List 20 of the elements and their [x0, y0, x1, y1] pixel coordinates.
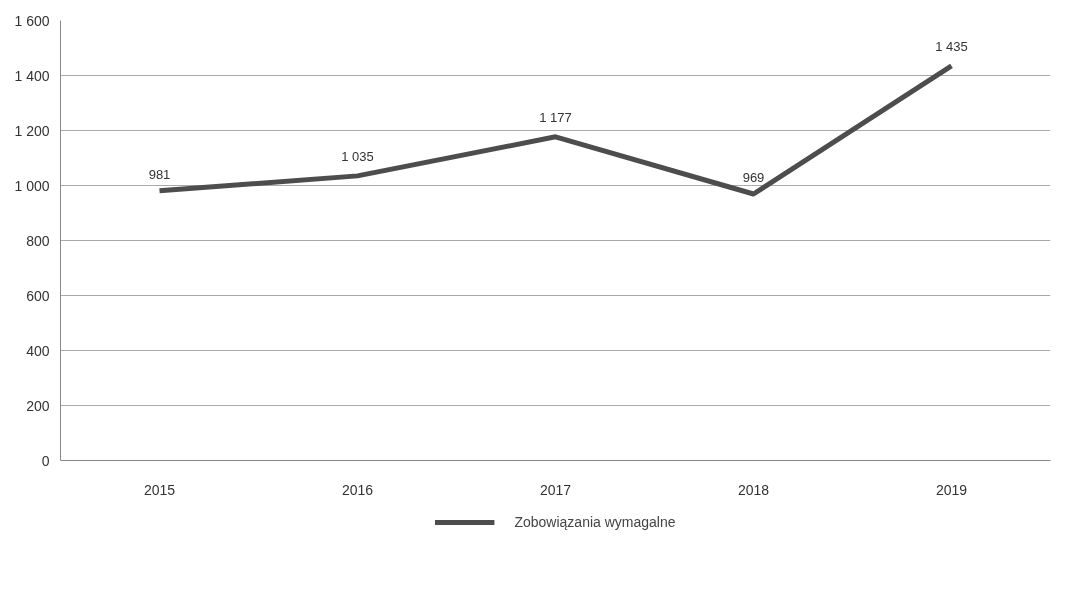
y-tick-label: 1 600	[14, 12, 50, 29]
data-label: 981	[148, 166, 171, 182]
x-tick-label: 2016	[341, 481, 374, 498]
x-tick-label: 2015	[143, 481, 176, 498]
y-tick-label: 1 000	[14, 177, 50, 194]
x-tick-label: 2017	[539, 481, 572, 498]
y-tick-label: 1 200	[14, 122, 50, 139]
data-label: 1 177	[539, 109, 572, 125]
y-tick-label: 800	[26, 232, 50, 249]
y-tick-label: 1 400	[14, 67, 50, 84]
y-tick-label: 200	[26, 397, 50, 414]
y-tick-label: 600	[26, 287, 50, 304]
legend-label: Zobowiązania wymagalne	[514, 514, 676, 530]
data-label: 1 435	[935, 38, 968, 54]
x-tick-label: 2018	[737, 481, 770, 498]
x-tick-label: 2019	[935, 481, 968, 498]
y-tick-label: 400	[26, 342, 50, 359]
y-tick-label: 0	[41, 452, 50, 469]
data-label: 1 035	[341, 148, 374, 164]
data-label: 969	[742, 170, 765, 186]
